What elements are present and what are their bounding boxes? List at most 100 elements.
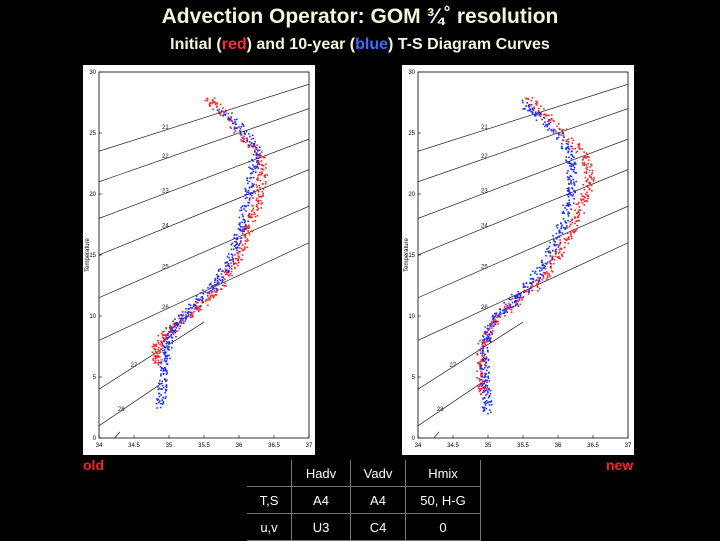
data-point bbox=[235, 238, 238, 240]
data-point bbox=[241, 244, 244, 247]
data-point bbox=[531, 289, 533, 292]
data-point bbox=[190, 316, 193, 319]
data-point bbox=[251, 182, 254, 185]
data-point bbox=[253, 211, 256, 214]
data-point bbox=[199, 298, 201, 301]
data-point bbox=[256, 209, 259, 211]
data-point bbox=[196, 306, 199, 309]
data-point bbox=[566, 176, 569, 178]
data-point bbox=[568, 199, 571, 202]
data-point bbox=[258, 154, 261, 156]
data-point bbox=[159, 356, 161, 358]
isopycnal-label: 24 bbox=[162, 223, 169, 229]
data-point bbox=[515, 294, 518, 297]
data-point bbox=[536, 283, 538, 286]
data-point bbox=[492, 325, 495, 327]
data-point bbox=[491, 332, 493, 334]
data-point bbox=[490, 411, 492, 414]
data-point bbox=[245, 130, 248, 133]
data-point bbox=[484, 326, 486, 328]
data-point bbox=[576, 220, 579, 222]
data-point bbox=[188, 311, 190, 313]
data-point bbox=[249, 167, 252, 170]
data-point bbox=[565, 204, 568, 207]
data-point bbox=[487, 335, 490, 338]
data-point bbox=[589, 176, 591, 178]
data-point bbox=[487, 391, 489, 394]
data-point bbox=[245, 225, 247, 227]
data-point bbox=[529, 108, 531, 111]
isopycnal-label: 26 bbox=[162, 305, 169, 311]
isopycnal-line bbox=[418, 321, 524, 390]
data-point bbox=[211, 102, 213, 105]
data-point bbox=[158, 379, 161, 382]
data-point bbox=[164, 351, 166, 354]
data-point bbox=[496, 320, 498, 323]
data-point bbox=[162, 334, 165, 337]
data-point bbox=[480, 370, 482, 373]
data-point bbox=[556, 224, 559, 226]
data-point bbox=[570, 183, 573, 185]
data-point bbox=[250, 172, 253, 174]
y-tick-label: 10 bbox=[408, 314, 415, 320]
data-point bbox=[518, 293, 521, 295]
data-point bbox=[165, 355, 168, 357]
data-point bbox=[571, 154, 573, 156]
series-red bbox=[476, 96, 595, 396]
data-point bbox=[221, 284, 224, 287]
data-point bbox=[200, 308, 202, 311]
label-new: new bbox=[606, 457, 634, 473]
data-point bbox=[214, 103, 217, 106]
data-point bbox=[257, 179, 259, 181]
data-point bbox=[165, 360, 168, 362]
data-point bbox=[234, 254, 236, 256]
data-point bbox=[544, 113, 546, 115]
isopycnal-label: 22 bbox=[481, 154, 488, 160]
data-point bbox=[206, 98, 209, 100]
data-point bbox=[570, 137, 573, 140]
data-point bbox=[242, 123, 244, 126]
data-point bbox=[237, 228, 240, 230]
data-point bbox=[191, 314, 194, 317]
data-point bbox=[573, 162, 576, 165]
data-point bbox=[486, 386, 489, 389]
data-point bbox=[508, 298, 511, 300]
data-point bbox=[257, 202, 260, 204]
data-point bbox=[483, 357, 486, 360]
data-point bbox=[156, 339, 159, 342]
data-point bbox=[195, 295, 198, 297]
data-point bbox=[576, 216, 579, 219]
data-point bbox=[241, 137, 244, 139]
data-point bbox=[258, 157, 260, 160]
data-point bbox=[577, 143, 579, 146]
data-point bbox=[556, 137, 558, 139]
data-point bbox=[237, 253, 239, 255]
data-point bbox=[176, 324, 179, 327]
data-point bbox=[562, 132, 564, 134]
data-point bbox=[229, 272, 232, 275]
data-point bbox=[184, 320, 187, 322]
data-point bbox=[176, 330, 179, 332]
data-point bbox=[166, 372, 169, 374]
data-point bbox=[537, 281, 540, 284]
data-point bbox=[573, 168, 575, 171]
data-point bbox=[538, 111, 540, 113]
data-point bbox=[490, 403, 493, 406]
data-point bbox=[229, 118, 231, 120]
data-point bbox=[586, 168, 588, 171]
data-point bbox=[249, 216, 252, 219]
isopycnal-label: 21 bbox=[481, 125, 488, 131]
data-point bbox=[556, 256, 559, 258]
data-point bbox=[525, 282, 528, 285]
data-point bbox=[481, 354, 483, 356]
y-tick-label: 0 bbox=[93, 436, 97, 442]
data-point bbox=[244, 246, 246, 248]
data-point bbox=[484, 359, 487, 361]
data-point bbox=[219, 279, 222, 282]
data-point bbox=[549, 255, 551, 257]
data-point bbox=[241, 232, 244, 235]
data-point bbox=[558, 232, 561, 234]
data-point bbox=[244, 220, 246, 223]
isopycnal-label: 27 bbox=[131, 363, 138, 369]
